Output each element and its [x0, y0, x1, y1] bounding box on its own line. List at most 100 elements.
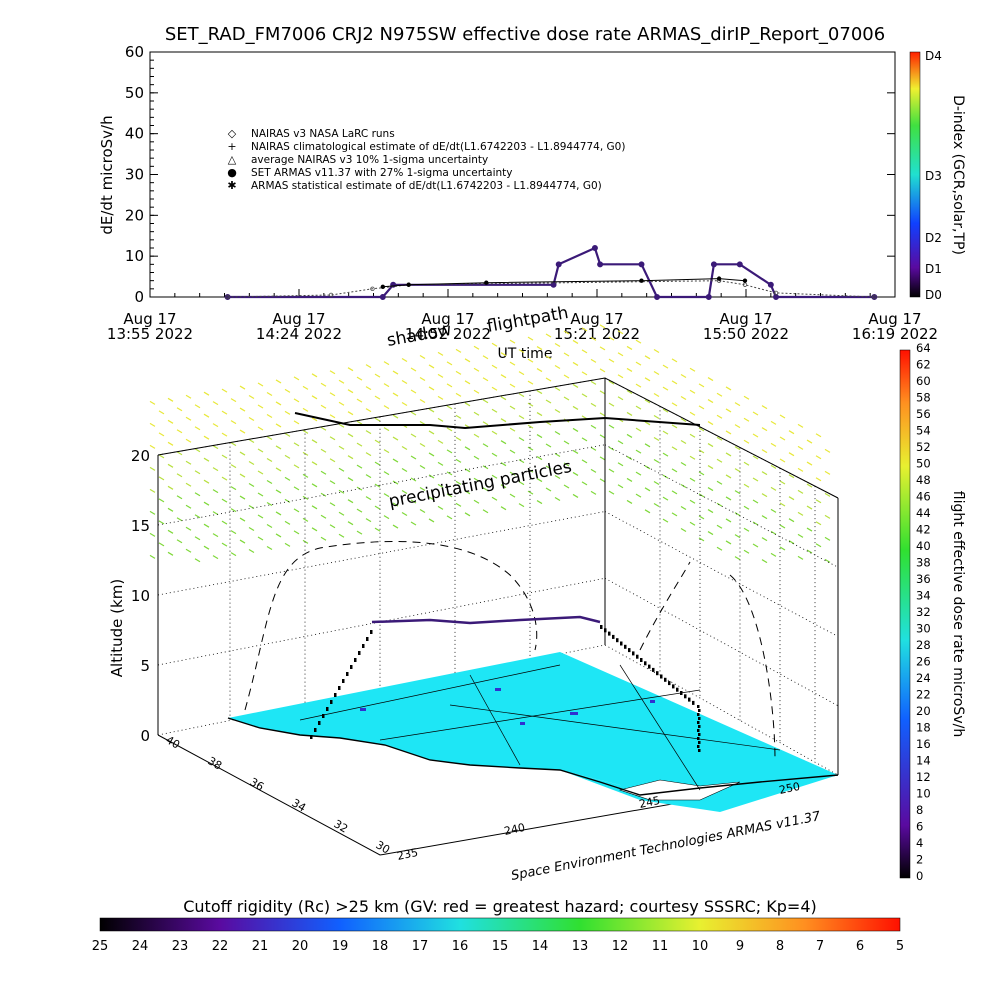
particle-mark: [455, 370, 462, 375]
flight-path-dot: [318, 721, 321, 725]
legend-entry: NAIRAS climatological estimate of dE/dt(…: [251, 141, 625, 153]
particle-mark: [473, 345, 480, 350]
particle-mark: [824, 536, 831, 541]
particle-mark: [743, 395, 750, 400]
particle-mark: [716, 524, 723, 529]
particle-mark: [743, 439, 750, 444]
chart-title: SET_RAD_FM7006 CRJ2 N975SW effective dos…: [165, 24, 885, 45]
particle-mark: [158, 476, 165, 481]
dindex-tick-label: D3: [925, 169, 942, 183]
particle-mark: [338, 489, 345, 494]
particle-mark: [383, 383, 390, 388]
particle-mark: [770, 508, 777, 513]
particle-mark: [824, 558, 831, 563]
particle-mark: [608, 468, 615, 473]
dose-label: flight effective dose rate microSv/h: [950, 491, 966, 737]
latitude-tick-label: 32: [332, 817, 351, 835]
top-x-tick-label-date: Aug 17: [272, 310, 325, 328]
particle-mark: [203, 435, 210, 440]
particle-mark: [590, 336, 597, 341]
coastline: [227, 717, 839, 796]
particle-mark: [734, 490, 741, 495]
cutoff-tick-label: 17: [412, 939, 429, 954]
particle-mark: [365, 496, 372, 501]
particle-mark: [365, 518, 372, 523]
particle-mark: [482, 421, 489, 426]
particle-mark: [275, 445, 282, 450]
dose-tick-label: 34: [916, 589, 931, 603]
particle-mark: [752, 411, 759, 416]
particle-mark: [401, 446, 408, 451]
particle-mark: [338, 445, 345, 450]
particle-mark: [770, 442, 777, 447]
particle-mark: [806, 505, 813, 510]
particle-mark: [284, 454, 291, 459]
particle-mark: [212, 423, 219, 428]
particle-mark: [419, 376, 426, 381]
particle-mark: [752, 521, 759, 526]
particle-mark: [752, 433, 759, 438]
particle-mark: [779, 524, 786, 529]
cutoff-tick-label: 7: [816, 939, 824, 954]
particle-mark: [572, 471, 579, 476]
flight-path-dot: [350, 665, 353, 669]
particle-mark: [779, 414, 786, 419]
particle-mark: [203, 413, 210, 418]
particle-mark: [347, 455, 354, 460]
particle-mark: [518, 459, 525, 464]
altitude-ticks: 0 5 10 15 20: [131, 447, 150, 745]
particle-mark: [554, 408, 561, 414]
particle-mark: [743, 483, 750, 488]
particle-mark: [653, 392, 660, 398]
particle-mark: [725, 518, 732, 523]
particle-mark: [374, 395, 381, 400]
particle-mark: [617, 462, 624, 467]
particle-mark: [518, 503, 525, 508]
dose-tick-label: 62: [916, 358, 931, 372]
particle-mark: [662, 496, 669, 501]
particle-mark: [482, 487, 489, 492]
flight-path-dot: [612, 634, 615, 639]
longitude-tick-label: 235: [396, 846, 419, 863]
particle-mark: [437, 483, 444, 488]
particle-mark: [824, 492, 831, 497]
cutoff-tick-label: 11: [652, 939, 669, 954]
dindex-tick-label: D2: [925, 231, 942, 245]
dose-tick-label: 28: [916, 638, 931, 652]
particle-mark: [797, 467, 804, 472]
particle-mark: [347, 433, 354, 438]
particle-mark: [230, 442, 237, 447]
particle-mark: [482, 355, 489, 360]
particle-mark: [320, 514, 327, 519]
particle-mark: [572, 493, 579, 498]
particle-mark: [194, 426, 201, 431]
particle-mark: [176, 539, 183, 544]
top-y-ticks: 0 10 20 30 40 50 60: [125, 43, 895, 306]
legend-entry: SET ARMAS v11.37 with 27% 1-sigma uncert…: [251, 167, 513, 179]
particle-mark: [248, 417, 255, 422]
particle-mark: [212, 489, 219, 494]
top-series-point: [773, 293, 780, 300]
particle-mark: [401, 490, 408, 495]
particle-mark: [680, 374, 687, 379]
top-series-point: [380, 284, 386, 289]
particle-mark: [671, 402, 678, 407]
cutoff-tick-label: 23: [172, 939, 189, 954]
particle-mark: [554, 430, 561, 436]
particle-mark: [293, 464, 300, 469]
particle-mark: [581, 371, 588, 376]
particle-mark: [149, 444, 156, 449]
dose-tick-label: 2: [916, 853, 923, 867]
particle-mark: [644, 421, 651, 426]
particle-mark: [725, 496, 732, 501]
particle-mark: [500, 352, 507, 357]
particle-mark: [572, 339, 579, 344]
particle-mark: [185, 526, 192, 531]
cutoff-tick-label: 9: [736, 939, 744, 954]
particle-mark: [446, 427, 453, 432]
particle-mark: [797, 489, 804, 494]
top-y-tick-label: 40: [125, 125, 144, 143]
legend-entry: average NAIRAS v3 10% 1-sigma uncertaint…: [251, 154, 488, 166]
particle-mark: [347, 521, 354, 526]
particle-mark: [383, 493, 390, 498]
